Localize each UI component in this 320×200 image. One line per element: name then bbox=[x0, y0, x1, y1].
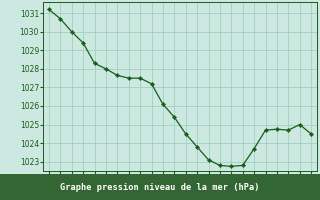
Text: Graphe pression niveau de la mer (hPa): Graphe pression niveau de la mer (hPa) bbox=[60, 182, 260, 192]
